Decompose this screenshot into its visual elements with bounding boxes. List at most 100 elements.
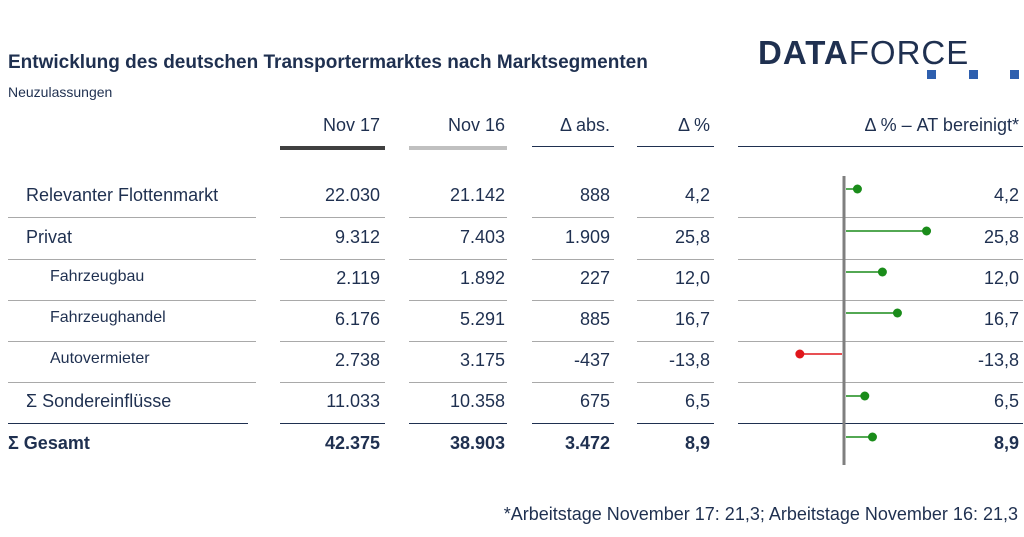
lollipop-dot <box>877 267 887 277</box>
lollipop-dot <box>860 391 870 401</box>
row-separator <box>8 259 256 260</box>
row-separator <box>637 382 714 383</box>
row-separator <box>409 423 507 424</box>
header-underline-nov16 <box>409 146 507 150</box>
cell-dabs: 3.472 <box>564 433 610 453</box>
cell-dabs: -437 <box>573 350 610 370</box>
logo-square-icon <box>927 70 936 79</box>
row-label: Σ Gesamt <box>8 433 90 453</box>
row-separator <box>280 423 385 424</box>
cell-dpct: 8,9 <box>684 433 710 453</box>
row-separator <box>738 382 1023 383</box>
row-label: Fahrzeughandel <box>50 309 166 326</box>
lollipop-dot <box>795 349 805 359</box>
header-delta-pct-at: Δ % – AT bereinigt* <box>864 115 1019 135</box>
row-separator <box>280 382 385 383</box>
row-separator <box>409 259 507 260</box>
row-label: Σ Sondereinflüsse <box>26 391 172 411</box>
row-separator <box>532 423 614 424</box>
header-underline-nov17 <box>280 146 385 150</box>
cell-dabs: 675 <box>579 391 610 411</box>
row-separator <box>532 300 614 301</box>
row-separator <box>532 259 614 260</box>
cell-delta-pct-at: 6,5 <box>993 391 1019 411</box>
cell-nov17: 22.030 <box>324 185 380 205</box>
cell-nov16: 38.903 <box>449 433 505 453</box>
cell-dabs: 1.909 <box>564 227 610 247</box>
cell-nov17: 2.119 <box>336 268 380 288</box>
header-underline-delta-pct <box>637 146 714 147</box>
header-delta-pct: Δ % <box>677 115 710 135</box>
cell-dabs: 885 <box>579 309 610 329</box>
cell-nov17: 42.375 <box>324 433 380 453</box>
cell-delta-pct-at: 16,7 <box>983 309 1019 329</box>
row-separator <box>637 259 714 260</box>
row-separator <box>8 382 256 383</box>
cell-nov16: 5.291 <box>459 309 505 329</box>
cell-dpct: 12,0 <box>674 268 710 288</box>
cell-nov17: 2.738 <box>334 350 380 370</box>
cell-delta-pct-at: 8,9 <box>993 433 1019 453</box>
lollipop-dot <box>852 184 862 194</box>
row-separator <box>532 382 614 383</box>
row-separator <box>409 300 507 301</box>
row-separator <box>532 341 614 342</box>
cell-nov17: 6.176 <box>334 309 380 329</box>
row-separator <box>280 300 385 301</box>
header-underline-delta-abs <box>532 146 614 147</box>
row-separator <box>409 217 507 218</box>
row-separator <box>8 423 248 424</box>
cell-dpct: 4,2 <box>684 185 710 205</box>
row-label: Privat <box>26 227 73 247</box>
logo-square-icon <box>1010 70 1019 79</box>
cell-dabs: 888 <box>579 185 610 205</box>
cell-dpct: -13,8 <box>668 350 710 370</box>
header-delta-abs: Δ abs. <box>559 115 610 135</box>
row-separator <box>738 423 1023 424</box>
cell-delta-pct-at: 25,8 <box>983 227 1019 247</box>
lollipop-dot <box>922 226 932 236</box>
cell-dpct: 6,5 <box>684 391 710 411</box>
row-separator <box>637 300 714 301</box>
header-nov17: Nov 17 <box>322 115 380 135</box>
cell-delta-pct-at: -13,8 <box>977 350 1019 370</box>
row-separator <box>637 217 714 218</box>
row-label: Relevanter Flottenmarkt <box>26 185 219 205</box>
row-separator <box>8 217 256 218</box>
cell-nov16: 7.403 <box>459 227 505 247</box>
row-separator <box>738 217 1023 218</box>
logo-square-icon <box>969 70 978 79</box>
row-separator <box>409 341 507 342</box>
report-title: Entwicklung des deutschen Transportermar… <box>8 52 648 73</box>
cell-nov17: 11.033 <box>326 391 380 411</box>
cell-dabs: 227 <box>579 268 610 288</box>
cell-dpct: 25,8 <box>674 227 710 247</box>
row-label: Autovermieter <box>50 350 150 367</box>
cell-nov17: 9.312 <box>334 227 380 247</box>
row-label: Fahrzeugbau <box>50 268 145 285</box>
row-separator <box>637 341 714 342</box>
lollipop-dot <box>867 432 877 442</box>
row-separator <box>738 259 1023 260</box>
logo-text-bold: DATA <box>758 34 849 71</box>
cell-delta-pct-at: 4,2 <box>993 185 1019 205</box>
row-separator <box>738 341 1023 342</box>
header-nov16: Nov 16 <box>447 115 505 135</box>
row-separator <box>637 423 714 424</box>
row-separator <box>532 217 614 218</box>
dataforce-logo: DATAFORCE <box>758 36 969 69</box>
report-subtitle: Neuzulassungen <box>8 84 113 100</box>
cell-nov16: 1.892 <box>459 268 505 288</box>
row-separator <box>280 259 385 260</box>
row-separator <box>280 217 385 218</box>
header-underline-delta-pct-at <box>738 146 1023 147</box>
cell-nov16: 21.142 <box>449 185 505 205</box>
footnote: *Arbeitstage November 17: 21,3; Arbeitst… <box>503 504 1018 524</box>
row-separator <box>8 341 256 342</box>
lollipop-dot <box>892 308 902 318</box>
row-separator <box>280 341 385 342</box>
lollipop-chart <box>795 176 932 465</box>
row-separator <box>8 300 256 301</box>
row-separator <box>738 300 1023 301</box>
cell-delta-pct-at: 12,0 <box>983 268 1019 288</box>
